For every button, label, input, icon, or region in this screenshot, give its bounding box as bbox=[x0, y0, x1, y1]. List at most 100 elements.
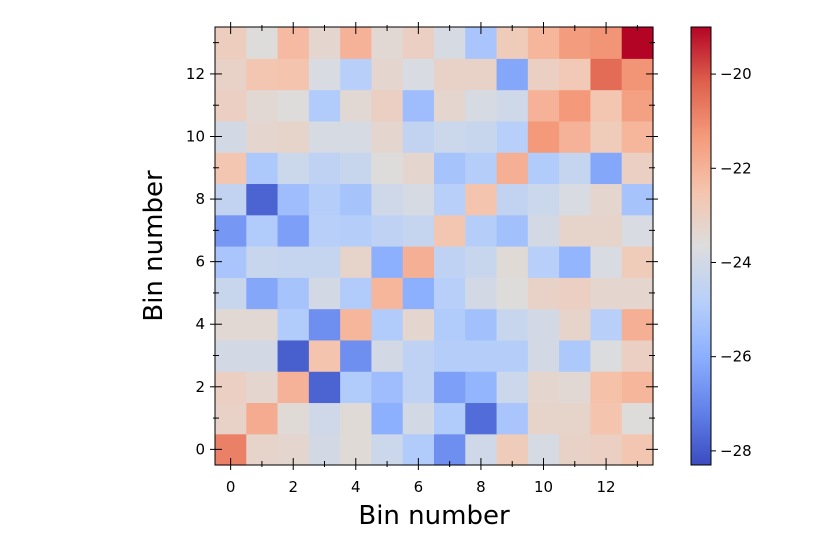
heatmap-cell bbox=[621, 339, 654, 372]
heatmap-cell bbox=[246, 402, 279, 435]
heatmap-cell bbox=[496, 246, 529, 278]
heatmap-cell bbox=[402, 183, 435, 216]
heatmap-cell bbox=[277, 120, 310, 153]
heatmap-cell bbox=[496, 308, 529, 341]
heatmap-cell bbox=[215, 152, 247, 185]
heatmap-cell bbox=[590, 58, 623, 91]
heatmap-cell bbox=[277, 214, 310, 247]
heatmap-cell bbox=[277, 89, 310, 122]
heatmap-cell bbox=[434, 120, 466, 153]
heatmap-cell bbox=[496, 58, 529, 91]
heatmap-cell bbox=[621, 402, 654, 435]
heatmap-cell bbox=[496, 402, 529, 435]
heatmap-cell bbox=[621, 152, 654, 185]
heatmap-cell bbox=[340, 402, 373, 435]
heatmap-cell bbox=[340, 246, 373, 278]
heatmap-cell bbox=[371, 89, 404, 122]
heatmap-cell bbox=[340, 152, 373, 185]
heatmap-cell bbox=[496, 433, 529, 466]
heatmap-cell bbox=[527, 308, 560, 341]
heatmap-cell bbox=[527, 183, 560, 216]
heatmap-cell bbox=[527, 339, 560, 372]
heatmap-cell bbox=[496, 183, 529, 216]
heatmap-cell bbox=[308, 183, 341, 216]
heatmap-cell bbox=[308, 308, 341, 341]
heatmap-cell bbox=[402, 152, 435, 185]
heatmap-cell bbox=[340, 308, 373, 341]
heatmap-cell bbox=[559, 27, 592, 59]
heatmap-cell bbox=[246, 308, 279, 341]
heatmap-cell bbox=[402, 308, 435, 341]
heatmap-cell bbox=[215, 339, 247, 372]
heatmap-cells bbox=[215, 27, 654, 466]
heatmap-cell bbox=[527, 246, 560, 278]
heatmap-cell bbox=[434, 339, 466, 372]
heatmap-cell bbox=[465, 371, 498, 404]
heatmap-cell bbox=[308, 339, 341, 372]
x-tick-label: 0 bbox=[226, 478, 236, 496]
plot-frame bbox=[214, 26, 654, 466]
heatmap-cell bbox=[559, 214, 592, 247]
heatmap-cell bbox=[308, 27, 341, 59]
heatmap-cell bbox=[559, 152, 592, 185]
heatmap-cell bbox=[371, 371, 404, 404]
colorbar-tick-label: −24 bbox=[720, 253, 752, 271]
heatmap-cell bbox=[371, 308, 404, 341]
heatmap-cell bbox=[590, 339, 623, 372]
y-tick-label: 6 bbox=[195, 253, 205, 271]
y-axis-ticks: 0 2 4 6 8 10 12 bbox=[186, 42, 658, 458]
heatmap-cell bbox=[465, 308, 498, 341]
heatmap-cell bbox=[340, 183, 373, 216]
heatmap-cell bbox=[527, 152, 560, 185]
heatmap-cell bbox=[496, 371, 529, 404]
heatmap-cell bbox=[246, 246, 279, 278]
heatmap-cell bbox=[496, 339, 529, 372]
heatmap-cell bbox=[590, 246, 623, 278]
heatmap-cell bbox=[402, 58, 435, 91]
heatmap-cell bbox=[277, 246, 310, 278]
heatmap-cell bbox=[496, 152, 529, 185]
y-tick-label: 8 bbox=[195, 190, 205, 208]
heatmap-cell bbox=[246, 277, 279, 310]
y-axis-label: Bin number bbox=[139, 170, 169, 322]
heatmap-cell bbox=[277, 183, 310, 216]
heatmap-cell bbox=[246, 433, 279, 466]
heatmap-cell bbox=[371, 58, 404, 91]
x-tick-label: 2 bbox=[288, 478, 298, 496]
colorbar-tick-label: −22 bbox=[720, 159, 752, 177]
heatmap-cell bbox=[496, 89, 529, 122]
heatmap-cell bbox=[527, 89, 560, 122]
heatmap-cell bbox=[246, 152, 279, 185]
heatmap-cell bbox=[402, 339, 435, 372]
heatmap-cell bbox=[559, 183, 592, 216]
heatmap-cell bbox=[215, 277, 247, 310]
heatmap-cell bbox=[371, 183, 404, 216]
heatmap-cell bbox=[308, 89, 341, 122]
colorbar-tick-label: −28 bbox=[720, 442, 752, 460]
x-tick-label: 8 bbox=[476, 478, 486, 496]
heatmap-cell bbox=[246, 89, 279, 122]
heatmap-cell bbox=[434, 89, 466, 122]
heatmap-cell bbox=[308, 402, 341, 435]
heatmap-cell bbox=[277, 308, 310, 341]
heatmap-cell bbox=[215, 89, 247, 122]
heatmap-cell bbox=[465, 402, 498, 435]
heatmap-cell bbox=[621, 27, 654, 59]
heatmap-cell bbox=[559, 402, 592, 435]
heatmap-cell bbox=[559, 89, 592, 122]
heatmap-cell bbox=[465, 183, 498, 216]
heatmap-cell bbox=[246, 214, 279, 247]
x-axis-ticks: 0 2 4 6 8 10 12 bbox=[226, 22, 638, 496]
y-tick-label: 4 bbox=[195, 315, 205, 333]
x-tick-label: 6 bbox=[414, 478, 424, 496]
x-tick-label: 10 bbox=[534, 478, 553, 496]
heatmap-cell bbox=[246, 58, 279, 91]
heatmap-cell bbox=[340, 339, 373, 372]
heatmap-cell bbox=[340, 89, 373, 122]
heatmap-cell bbox=[465, 277, 498, 310]
heatmap-cell bbox=[496, 27, 529, 59]
heatmap-cell bbox=[496, 277, 529, 310]
y-tick-label: 12 bbox=[186, 65, 205, 83]
heatmap-cell bbox=[277, 58, 310, 91]
